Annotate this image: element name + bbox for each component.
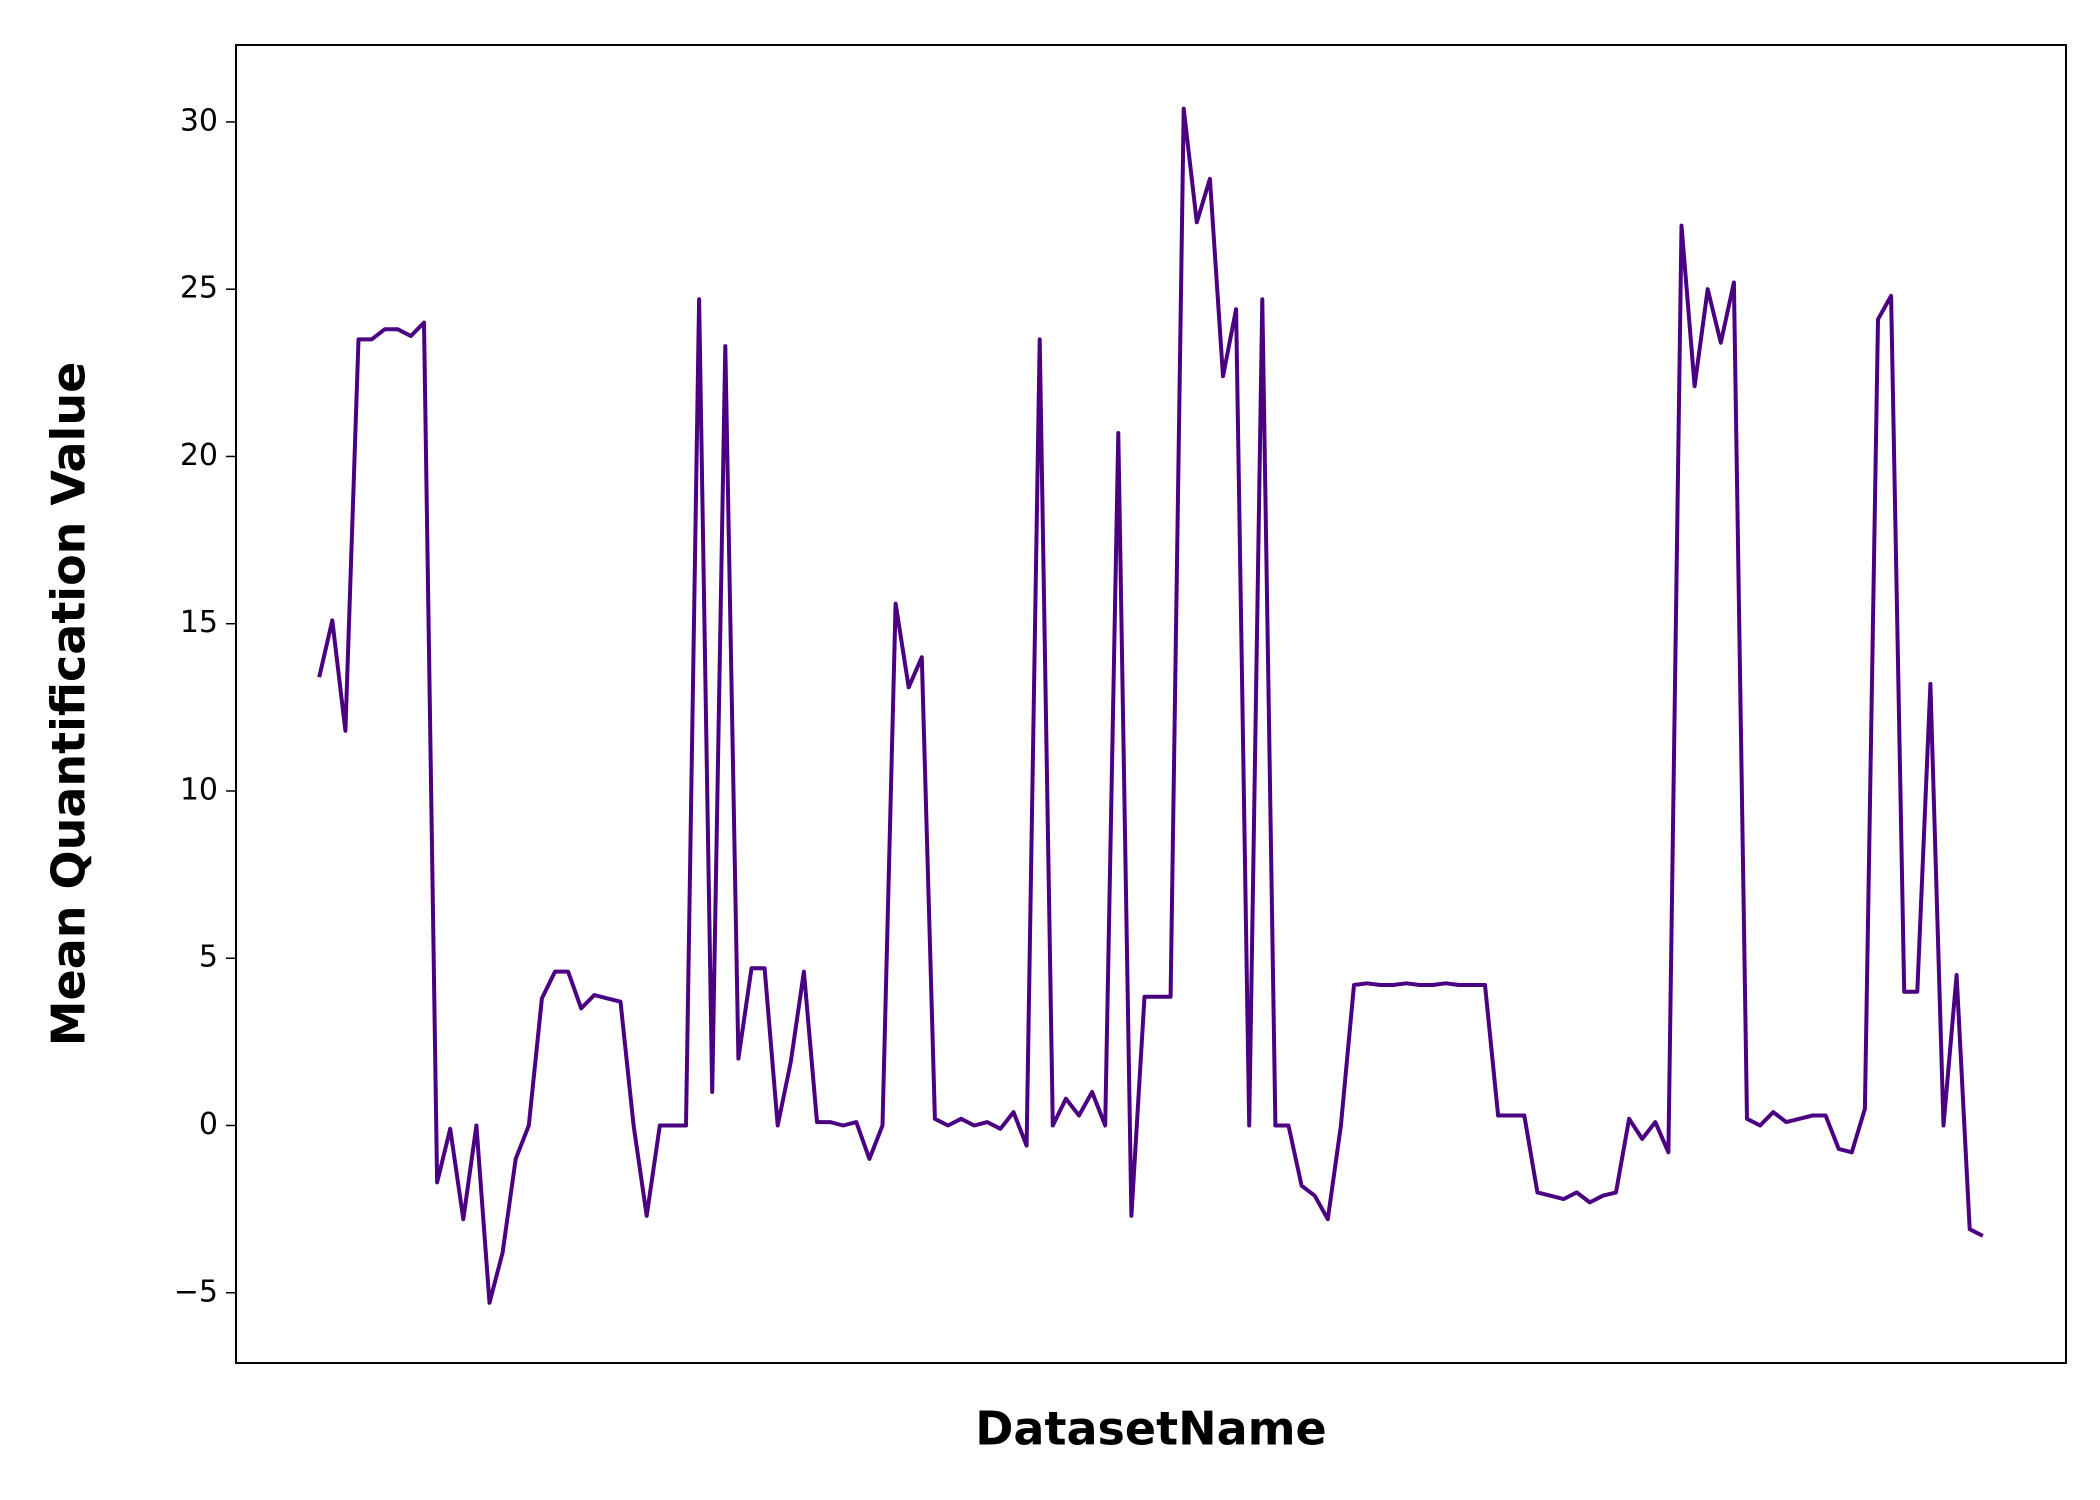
x-axis-label: DatasetName	[975, 1402, 1327, 1456]
plot-frame	[235, 44, 2067, 1364]
y-tick-label: 15	[180, 605, 218, 640]
data-line	[317, 106, 1984, 1305]
y-tick-label: 20	[180, 438, 218, 473]
y-tick-label: 25	[180, 271, 218, 306]
y-tick-label: 5	[199, 940, 218, 975]
y-tick-label: 0	[199, 1107, 218, 1142]
y-tick-label: −5	[174, 1274, 218, 1309]
y-tick-label: 10	[180, 772, 218, 807]
y-tick-label: 30	[180, 103, 218, 138]
y-axis-label: Mean Quantification Value	[42, 362, 96, 1047]
